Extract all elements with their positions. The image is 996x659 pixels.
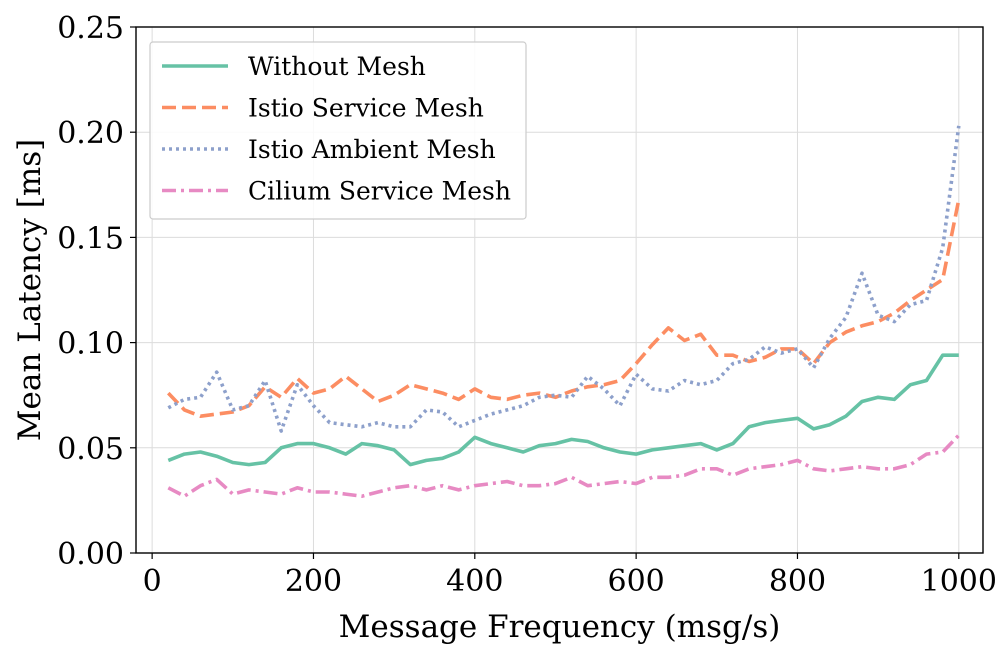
y-tick-label: 0.05	[57, 432, 124, 467]
legend-label-without-mesh: Without Mesh	[248, 52, 426, 81]
series-line-without-mesh	[167, 353, 959, 467]
y-tick-label: 0.20	[57, 116, 124, 151]
series-line-istio-service-mesh	[167, 199, 961, 418]
legend-label-cilium-service-mesh: Cilium Service Mesh	[248, 177, 511, 206]
x-tick-label: 800	[769, 564, 826, 599]
series-lines	[167, 125, 961, 498]
series-line-cilium-service-mesh	[167, 433, 961, 498]
y-tick-label: 0.25	[57, 11, 124, 46]
legend-label-istio-service-mesh: Istio Service Mesh	[248, 94, 484, 123]
y-tick-label: 0.00	[57, 537, 124, 572]
y-tick-label: 0.10	[57, 327, 124, 362]
x-tick-label: 600	[608, 564, 665, 599]
plot-frame	[135, 26, 984, 554]
y-tick-label: 0.15	[57, 221, 124, 256]
x-tick-label: 200	[285, 564, 342, 599]
legend-box	[149, 41, 527, 220]
x-axis-label: Message Frequency (msg/s)	[339, 609, 781, 645]
axis-ticks: 0 200 400 600 800 1000 0.00 0.05 0.10 0.15 0.20 0.2…	[57, 11, 996, 599]
legend-label-istio-ambient-mesh: Istio Ambient Mesh	[248, 135, 496, 164]
x-tick-label: 400	[446, 564, 503, 599]
x-tick-label: 0	[143, 564, 162, 599]
legend: Without Mesh Istio Service Mesh Istio Ambi…	[149, 41, 527, 220]
x-tick-label: 1000	[921, 564, 996, 599]
y-axis-label: Mean Latency [ms]	[12, 139, 48, 441]
